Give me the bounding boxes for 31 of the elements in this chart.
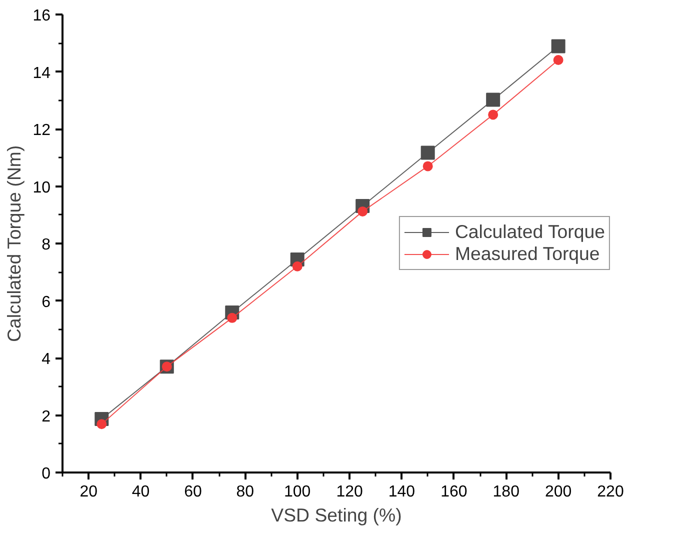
y-tick-label: 16 — [32, 8, 51, 24]
point — [422, 161, 433, 172]
point — [420, 146, 435, 160]
x-tick-label: 160 — [440, 484, 468, 500]
x-tick-label: 200 — [544, 484, 572, 500]
y-tick-label: 8 — [42, 236, 51, 254]
x-tick-label: 120 — [336, 484, 363, 500]
x-tick-label: 220 — [597, 484, 624, 500]
point — [551, 39, 566, 54]
y-tick-label: 10 — [32, 179, 51, 196]
y-tick-label: 12 — [32, 122, 51, 139]
y-tick-label: 6 — [42, 294, 51, 311]
y-tick-label: 14 — [32, 64, 51, 82]
point — [486, 92, 500, 107]
x-tick-label: 20 — [80, 484, 98, 500]
y-tick-label: 4 — [42, 351, 51, 368]
x-tick-label: 80 — [236, 484, 254, 500]
legend-label: Measured Torque — [454, 243, 600, 265]
y-tick-label: 0 — [42, 466, 51, 482]
x-tick-label: 60 — [184, 484, 202, 500]
x-tick-label: 140 — [388, 484, 416, 500]
point — [292, 261, 302, 272]
y-axis-title: Calculated Torque (Nm) — [4, 145, 25, 342]
legend-label: Calculated Torque — [454, 221, 605, 243]
point — [553, 55, 564, 66]
x-tick-label: 180 — [492, 484, 520, 500]
x-axis-title: VSD Seting (%) — [271, 504, 402, 526]
point — [488, 110, 498, 120]
x-tick-label: 100 — [284, 484, 311, 500]
y-tick-label: 2 — [42, 408, 51, 426]
x-tick-label: 40 — [132, 484, 150, 500]
